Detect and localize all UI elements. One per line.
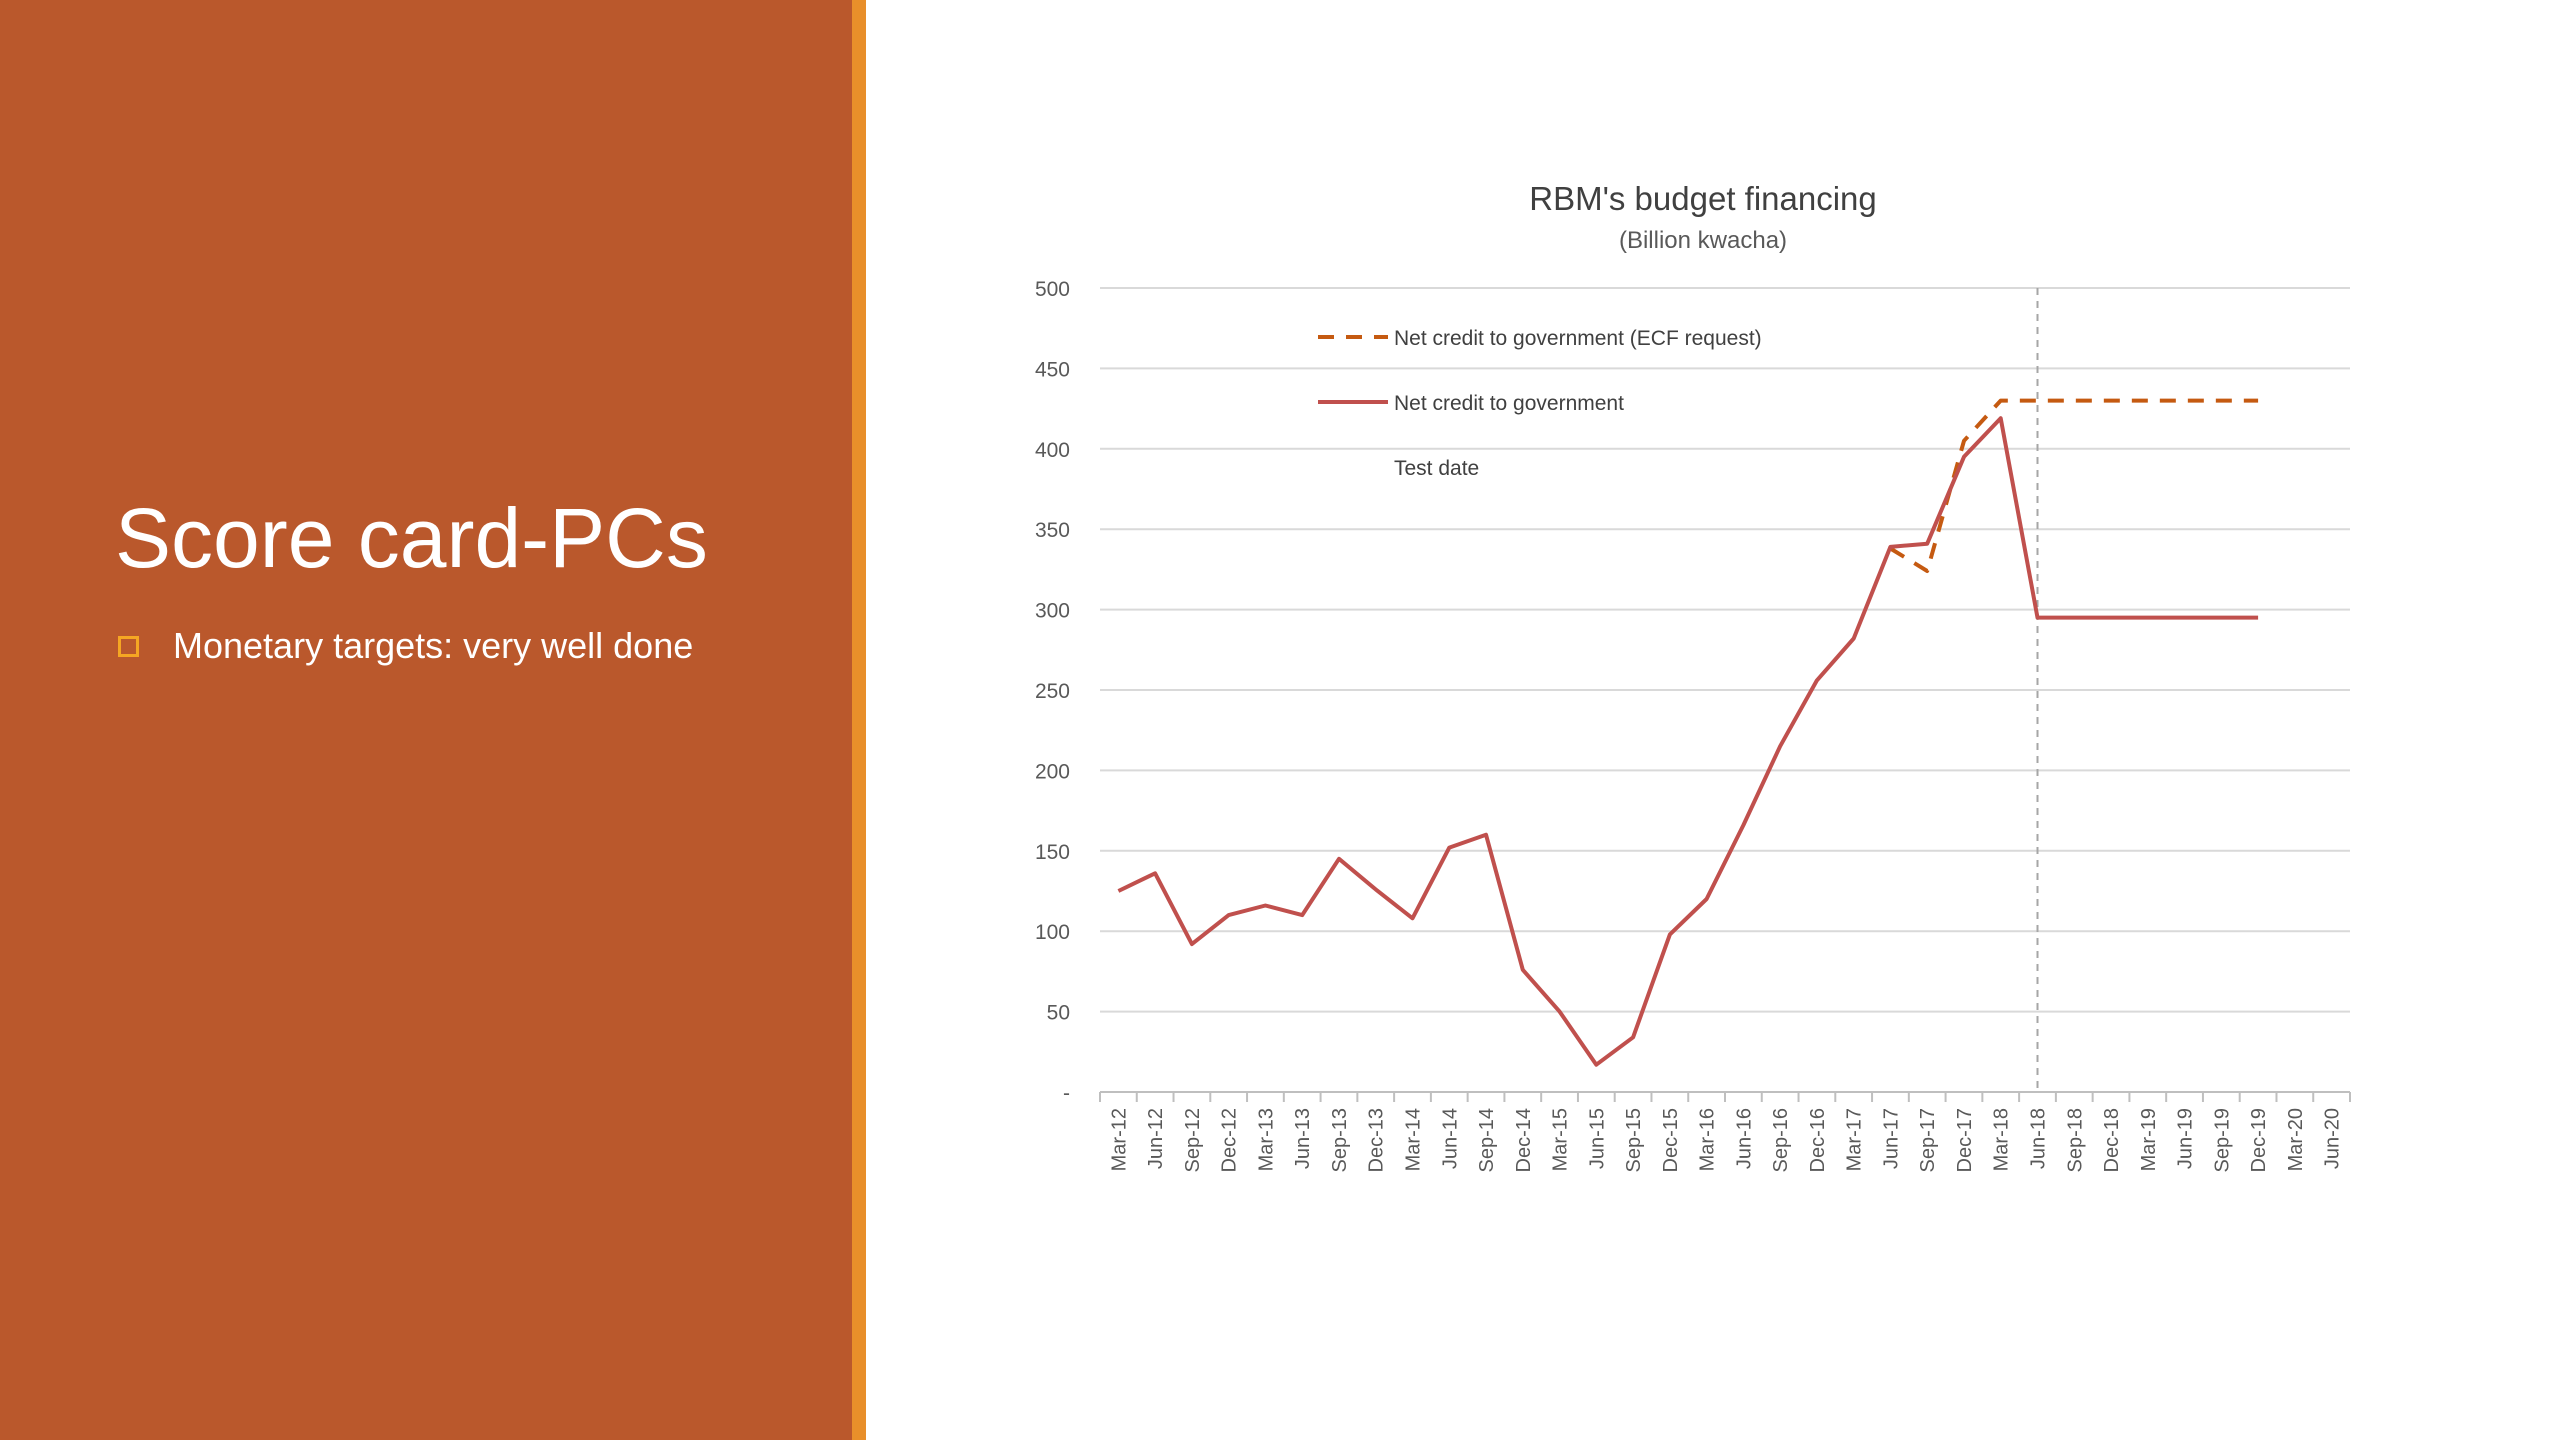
x-tick-label: Jun-14: [1439, 1108, 1461, 1169]
x-tick-label: Mar-20: [2285, 1108, 2307, 1171]
bullet-text: Monetary targets: very well done: [173, 625, 694, 666]
legend-label: Net credit to government (ECF request): [1394, 327, 1762, 350]
x-tick-label: Jun-19: [2175, 1108, 2197, 1169]
x-tick-label: Sep-15: [1623, 1108, 1645, 1173]
x-tick-label: Dec-12: [1219, 1108, 1241, 1172]
x-tick-label: Jun-16: [1733, 1108, 1755, 1169]
legend-label: Net credit to government: [1394, 392, 1624, 415]
x-tick-label: Dec-15: [1660, 1108, 1682, 1172]
x-tick-label: Sep-19: [2211, 1108, 2233, 1173]
x-tick-label: Dec-13: [1366, 1108, 1388, 1172]
x-tick-label: Mar-15: [1550, 1108, 1572, 1171]
x-tick-label: Dec-17: [1954, 1108, 1976, 1172]
x-tick-label: Sep-14: [1476, 1108, 1498, 1173]
x-tick-label: Jun-13: [1292, 1108, 1314, 1169]
bullet-item: Monetary targets: very well done: [118, 622, 693, 670]
x-tick-label: Mar-13: [1255, 1108, 1277, 1171]
legend-label-test-date: Test date: [1394, 457, 1479, 480]
y-tick-label: 50: [1047, 1002, 1070, 1025]
y-tick-label: 400: [1035, 439, 1070, 462]
series-layer: [1117, 398, 2259, 1067]
x-tick-label: Sep-13: [1329, 1108, 1351, 1173]
x-tick-label: Sep-18: [2064, 1108, 2086, 1173]
y-tick-label: 250: [1035, 680, 1070, 703]
x-tick-label: Jun-18: [2028, 1108, 2050, 1169]
x-tick-label: Jun-20: [2322, 1108, 2344, 1169]
y-tick-label: 100: [1035, 921, 1070, 944]
x-tick-label: Mar-18: [1991, 1108, 2013, 1171]
series-line-net-credit: [1117, 416, 2259, 1067]
y-tick-label: 500: [1035, 278, 1070, 301]
x-axis: - 50 100 150 200 250 300 350 400 450 500 Mar-12 Jun-…: [1035, 278, 2351, 1173]
x-tick-label: Mar-14: [1403, 1108, 1425, 1171]
x-tick-label: Jun-17: [1880, 1108, 1902, 1169]
chart-title: RBM's budget financing: [1529, 180, 1877, 217]
x-tick-label: Sep-17: [1917, 1108, 1939, 1173]
x-tick-label: Mar-19: [2138, 1108, 2160, 1171]
y-tick-label: 450: [1035, 358, 1070, 381]
x-tick-label: Sep-16: [1770, 1108, 1792, 1173]
grid-lines: [1100, 287, 2350, 1013]
y-tick-label: 150: [1035, 841, 1070, 864]
left-panel: [0, 0, 852, 1440]
legend: Net credit to government (ECF request) Ne…: [1318, 327, 1762, 480]
x-tick-label: Mar-12: [1108, 1108, 1130, 1171]
x-tick-label: Dec-14: [1513, 1108, 1535, 1172]
x-tick-label: Dec-19: [2248, 1108, 2270, 1172]
x-tick-label: Dec-18: [2101, 1108, 2123, 1172]
x-tick-label: Jun-12: [1145, 1108, 1167, 1169]
y-tick-label: 350: [1035, 519, 1070, 542]
bullet-square-icon: [118, 635, 139, 657]
x-tick-label: Jun-15: [1586, 1108, 1608, 1169]
chart-subtitle: (Billion kwacha): [1619, 227, 1787, 254]
slide-title: Score card-PCs: [115, 491, 708, 585]
y-tick-label: -: [1063, 1082, 1070, 1105]
series-line-ecf-request: [1889, 398, 2259, 573]
accent-bar: [852, 0, 866, 1440]
x-tick-label: Sep-12: [1182, 1108, 1204, 1173]
x-tick-label: Mar-17: [1844, 1108, 1866, 1171]
x-tick-label: Mar-16: [1697, 1108, 1719, 1171]
y-tick-label: 200: [1035, 760, 1070, 783]
y-tick-label: 300: [1035, 600, 1070, 623]
x-tick-label: Dec-16: [1807, 1108, 1829, 1172]
